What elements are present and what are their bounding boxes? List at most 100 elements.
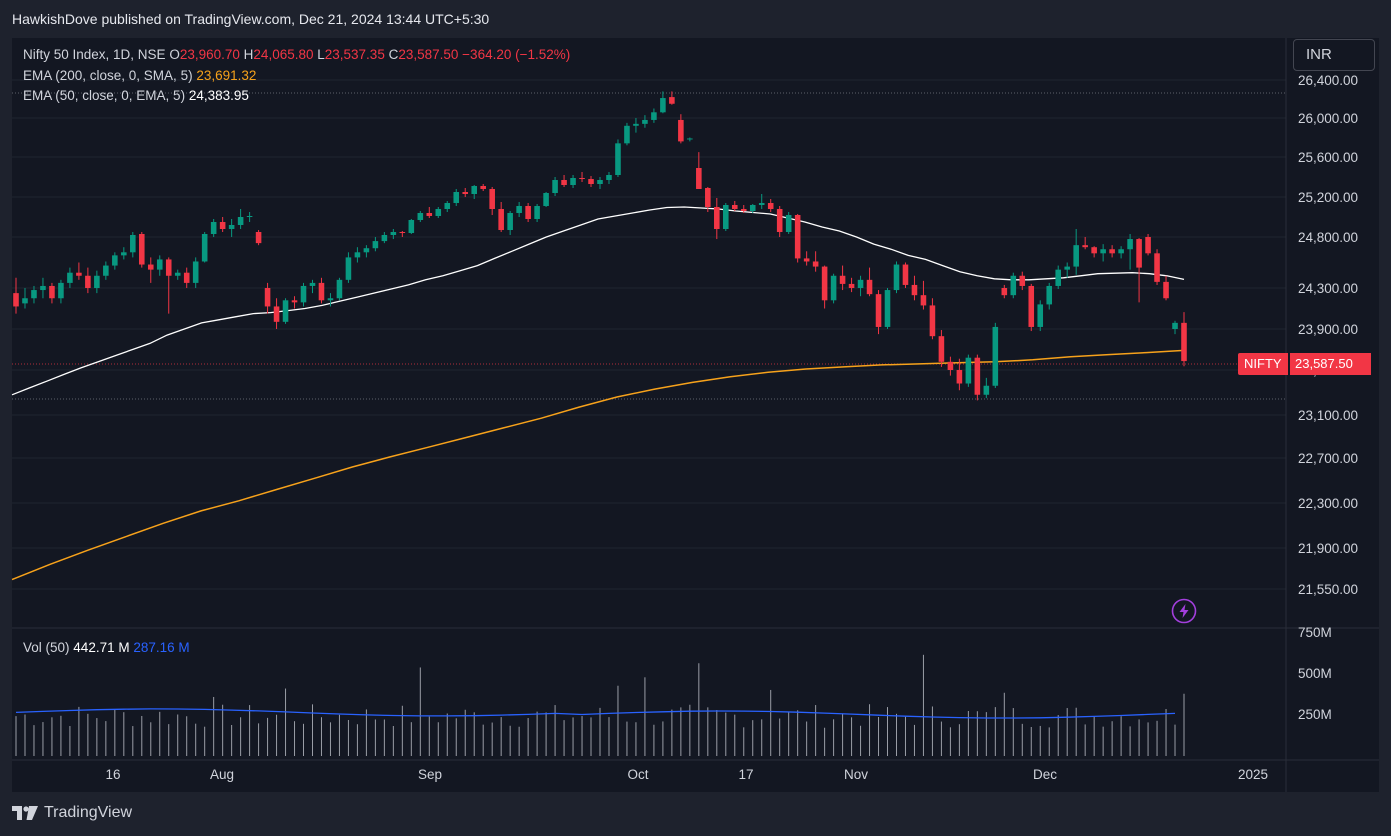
candle-body [22, 298, 28, 304]
tradingview-logo-icon [12, 806, 38, 820]
price-axis-label: 25,200.00 [1298, 190, 1358, 205]
price-axis-label: 24,300.00 [1298, 281, 1358, 296]
time-axis-label: Oct [627, 767, 648, 782]
candle-body [1010, 275, 1017, 296]
candle-body [1037, 304, 1044, 327]
candle-body [974, 357, 981, 395]
candle-body [1172, 322, 1178, 329]
low-value: 23,537.35 [324, 47, 385, 62]
high-label: H [243, 47, 254, 62]
candle-body [731, 205, 738, 209]
price-axis-label: 23,900.00 [1298, 322, 1358, 337]
brand-name: TradingView [44, 804, 133, 821]
candle-body [803, 258, 810, 262]
candle-body [758, 203, 765, 205]
candle-body [830, 275, 837, 301]
time-axis-label: Dec [1033, 767, 1057, 782]
candle-body [354, 252, 361, 258]
candle-body [480, 186, 486, 189]
candle-body [875, 294, 882, 327]
candle-body [857, 279, 864, 288]
change-value: −364.20 (−1.52%) [462, 47, 571, 62]
candle-body [1100, 249, 1106, 254]
candle-body [1181, 322, 1187, 362]
candle-body [866, 279, 873, 295]
candle-body [687, 138, 693, 140]
candle-body [651, 112, 657, 120]
price-axis-label: 25,600.00 [1298, 150, 1358, 165]
ema200-label: EMA (200, close, 0, SMA, 5) [23, 67, 193, 83]
candle-body [121, 252, 127, 256]
high-value: 24,065.80 [253, 47, 314, 62]
candle-body [1055, 269, 1062, 286]
candle-body [785, 215, 792, 232]
candle-body [767, 203, 774, 209]
candle-body [156, 259, 163, 270]
candle-body [992, 326, 999, 386]
candle-body [183, 272, 190, 283]
candle-body [85, 275, 91, 288]
candle-body [911, 284, 918, 296]
candle-body [264, 288, 271, 307]
currency-button[interactable]: INR [1293, 39, 1375, 71]
candle-body [1091, 247, 1097, 254]
candle-body [273, 306, 280, 322]
volume-legend[interactable]: Vol (50) 442.71 M 287.16 M [23, 640, 190, 655]
candle-body [561, 180, 567, 185]
ema200-legend-row[interactable]: EMA (200, close, 0, SMA, 5) 23,691.32 [23, 66, 570, 87]
candle-body [1064, 266, 1070, 270]
candle-body [534, 206, 540, 219]
candle-body [345, 257, 352, 280]
candle-body [1028, 285, 1035, 327]
candle-body [893, 264, 900, 291]
candle-body [300, 285, 307, 303]
candle-body [920, 295, 927, 306]
candle-body [336, 279, 343, 299]
candle-body [399, 232, 406, 233]
candle-body [417, 213, 424, 220]
ema200-value: 23,691.32 [196, 67, 257, 83]
last-price-tag: 23,587.50 [1290, 353, 1371, 375]
time-axis-label: 2025 [1238, 767, 1268, 782]
ema50-legend-row[interactable]: EMA (50, close, 0, EMA, 5) 24,383.95 [23, 86, 570, 107]
candle-body [1001, 288, 1008, 296]
candle-body [1019, 275, 1026, 286]
close-value: 23,587.50 [398, 47, 459, 62]
symbol-legend-row[interactable]: Nifty 50 Index, 1D, NSE O23,960.70 H24,0… [23, 45, 570, 66]
candle-body [408, 220, 415, 233]
footer-logo[interactable]: TradingView [12, 804, 132, 822]
candle-body [228, 225, 235, 229]
candle-body [740, 209, 747, 211]
candle-body [579, 178, 585, 179]
candle-body [516, 206, 522, 213]
price-axis-label: 26,000.00 [1298, 111, 1358, 126]
candle-body [237, 217, 244, 225]
candle-body [498, 209, 504, 230]
candle-body [812, 261, 819, 267]
lightning-bolt-icon[interactable] [1171, 598, 1197, 624]
volume-ma-line [15, 708, 1176, 719]
candle-body [696, 168, 702, 189]
candle-body [588, 179, 594, 184]
candle-body [471, 186, 478, 194]
candle-body [507, 213, 513, 230]
ema50-label: EMA (50, close, 0, EMA, 5) [23, 88, 186, 103]
candle-body [938, 336, 945, 362]
candle-body [525, 206, 531, 219]
candle-body [714, 207, 720, 229]
candle-body [902, 264, 909, 285]
candle-body [821, 266, 828, 301]
symbol-name: Nifty 50 Index, 1D, NSE [23, 47, 166, 62]
candle-body [597, 180, 603, 184]
candle-body [219, 222, 226, 229]
candle-body [947, 361, 954, 370]
ema50-value: 24,383.95 [188, 88, 249, 103]
candle-body [372, 241, 379, 249]
candle-body [722, 205, 729, 229]
candle-body [174, 272, 181, 276]
candle-body [633, 123, 639, 126]
candle-body [776, 209, 783, 232]
volume-ma-value: 287.16 M [133, 640, 190, 655]
candle-body [13, 293, 19, 307]
